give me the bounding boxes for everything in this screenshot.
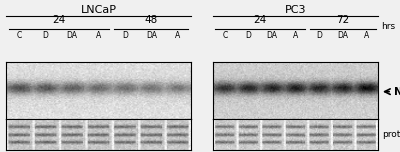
Text: A: A xyxy=(96,31,101,40)
Text: D: D xyxy=(122,31,128,40)
Text: DA: DA xyxy=(146,31,157,40)
Text: C: C xyxy=(16,31,22,40)
Text: protein: protein xyxy=(382,130,400,139)
Text: A: A xyxy=(175,31,180,40)
Text: Noxa: Noxa xyxy=(394,87,400,97)
Text: 48: 48 xyxy=(145,15,158,25)
Text: 24: 24 xyxy=(52,15,66,25)
Text: 72: 72 xyxy=(336,15,349,25)
Text: DA: DA xyxy=(66,31,78,40)
Text: D: D xyxy=(43,31,48,40)
Text: DA: DA xyxy=(337,31,348,40)
Text: LNCaP: LNCaP xyxy=(80,5,116,15)
Text: A: A xyxy=(364,31,369,40)
Text: DA: DA xyxy=(266,31,278,40)
Text: C: C xyxy=(222,31,228,40)
Text: PC3: PC3 xyxy=(285,5,306,15)
Text: D: D xyxy=(316,31,322,40)
Text: hrs: hrs xyxy=(381,22,395,31)
Text: 24: 24 xyxy=(254,15,267,25)
Text: D: D xyxy=(246,31,251,40)
Text: A: A xyxy=(293,31,298,40)
